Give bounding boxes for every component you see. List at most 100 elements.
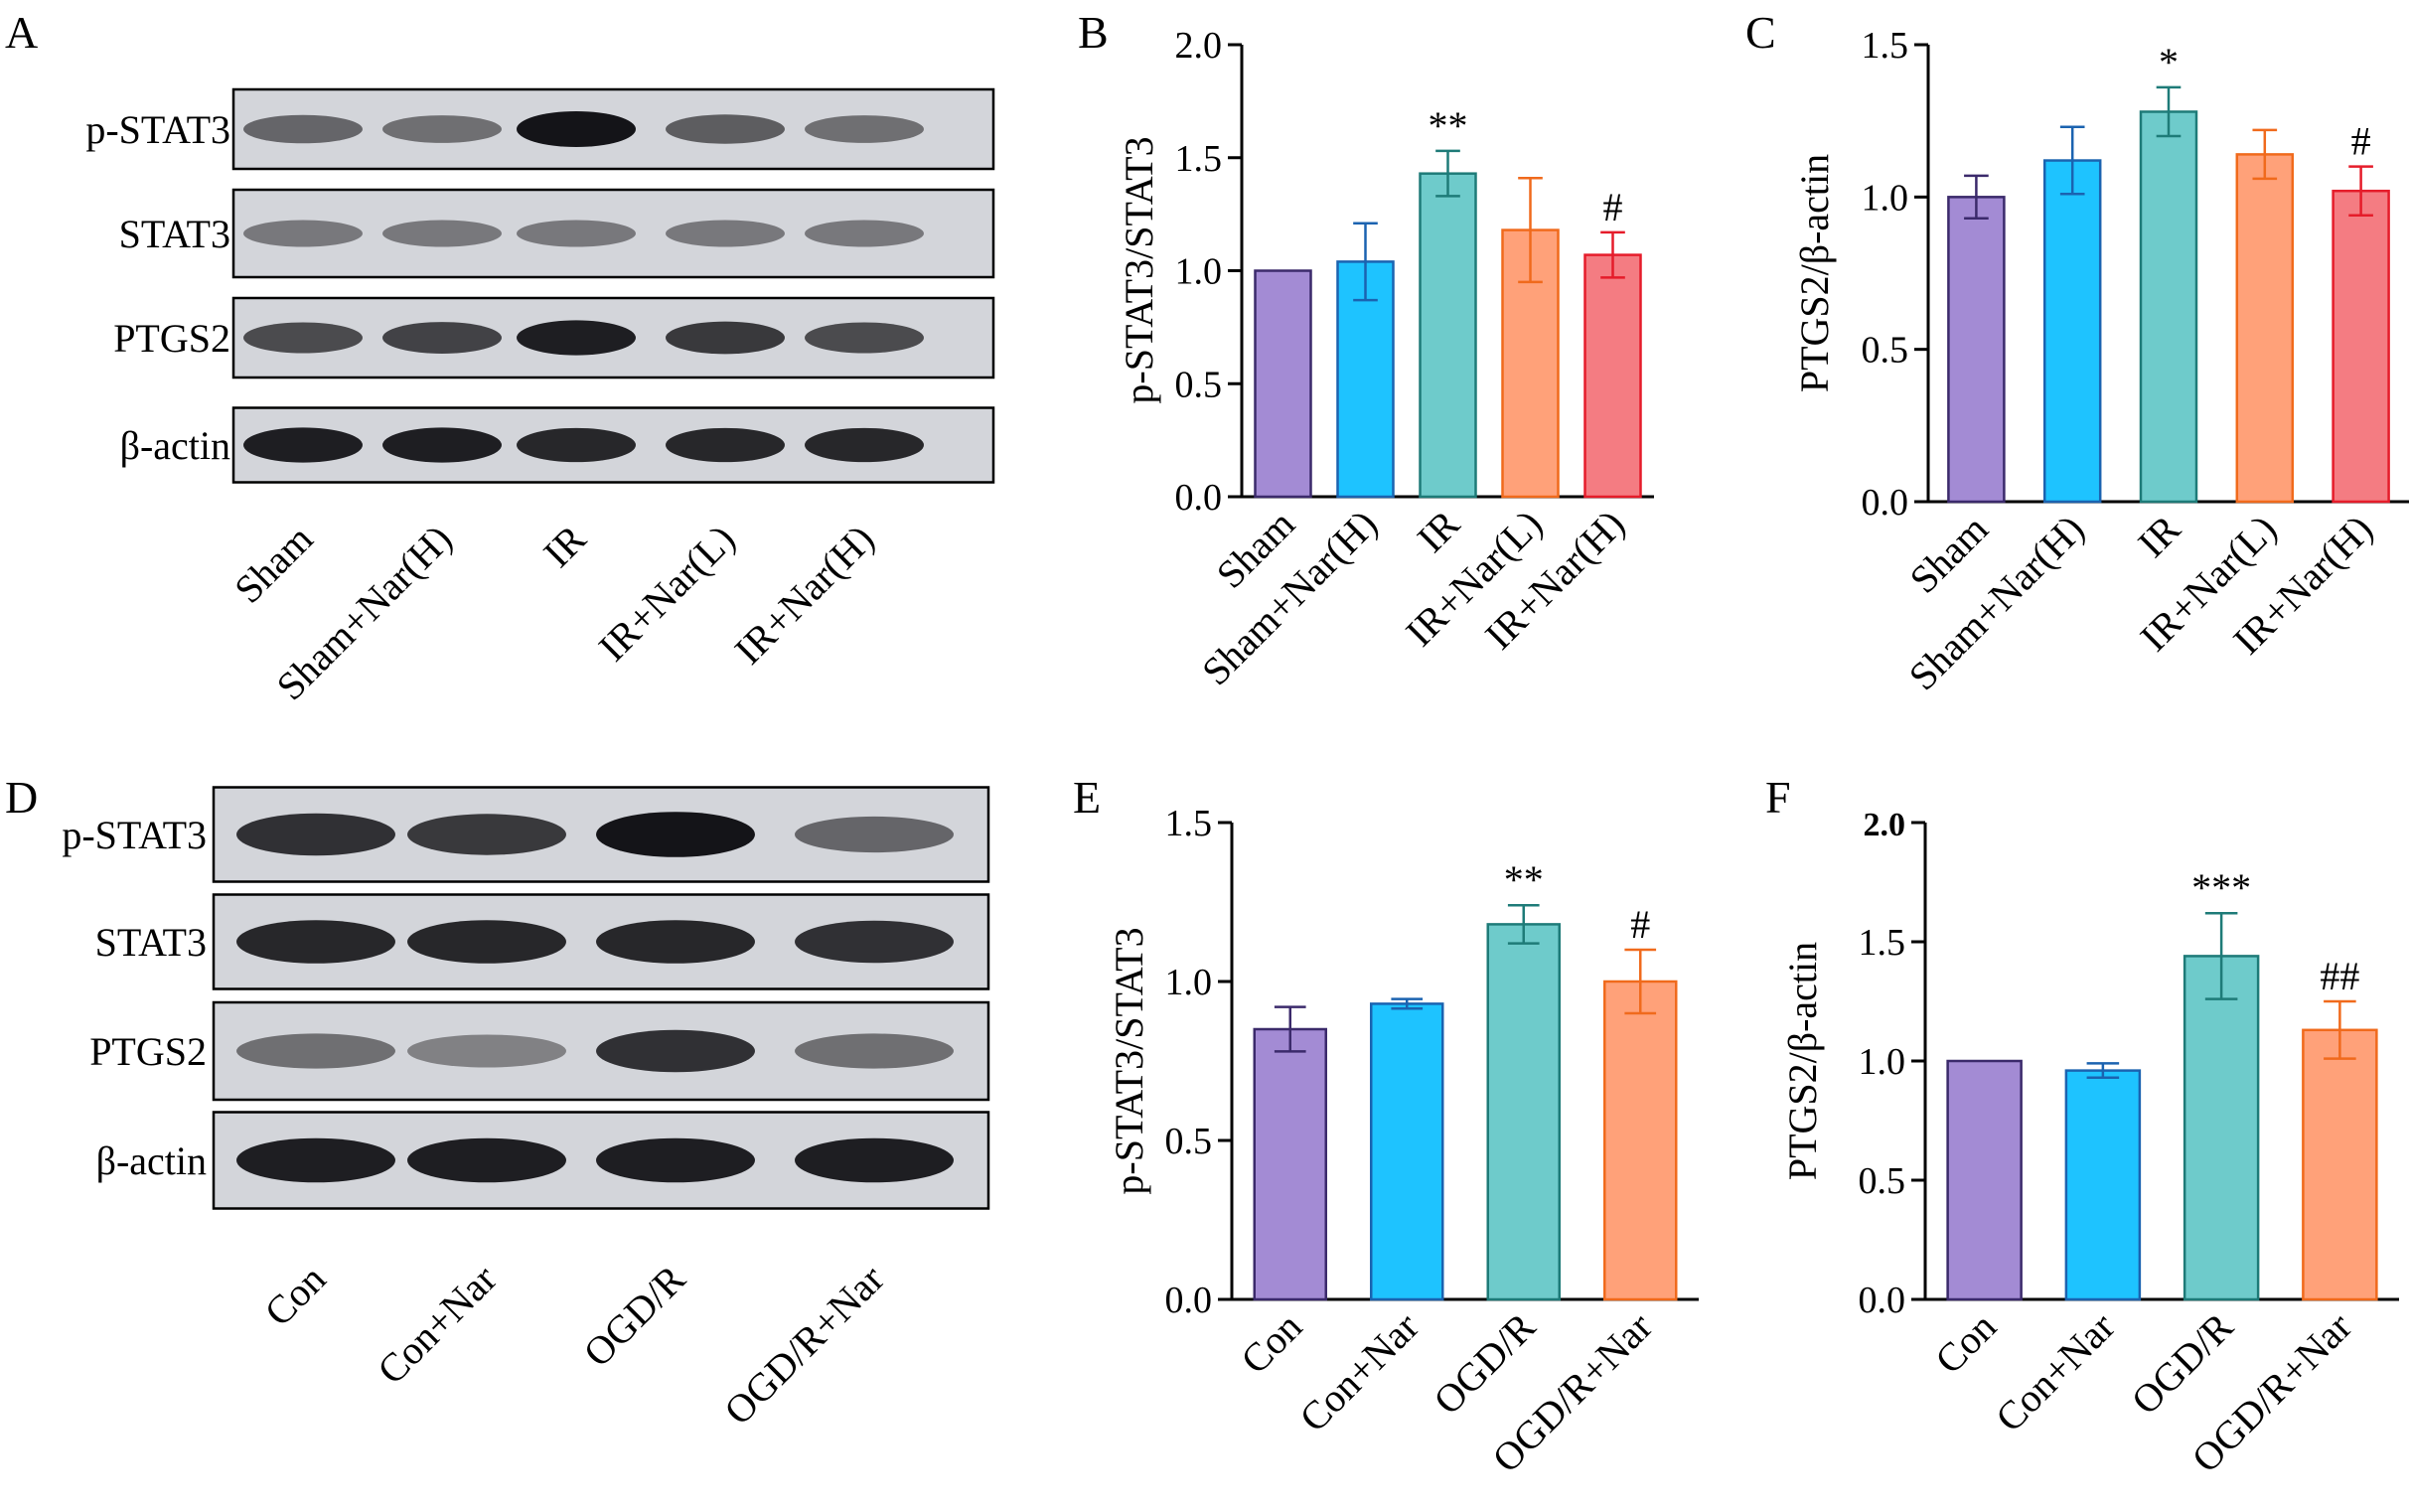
protein-band [795, 1137, 954, 1183]
protein-band [517, 320, 636, 356]
protein-band [382, 220, 502, 247]
x-tick-label: Con [1232, 1304, 1310, 1383]
blot-row-label: β-actin [96, 1138, 207, 1183]
y-tick-label: 1.0 [1859, 1041, 1906, 1083]
y-axis-label: p-STAT3/STAT3 [1117, 136, 1161, 403]
protein-band [236, 1033, 395, 1069]
bar [1370, 1002, 1444, 1301]
y-tick-label: 0.0 [1862, 482, 1909, 524]
protein-band [517, 220, 636, 247]
panel-letter-d: D [5, 772, 38, 823]
y-tick-label: 1.0 [1165, 962, 1213, 1003]
blot-row-label: p-STAT3 [62, 813, 207, 857]
blot-row-label: β-actin [120, 423, 230, 468]
y-tick-label: 1.5 [1165, 803, 1213, 844]
protein-band [236, 813, 395, 856]
y-tick-label: 0.5 [1175, 364, 1223, 405]
x-tick-label: Sham+Nar(H) [1900, 507, 2093, 699]
x-tick-label: Con [1926, 1304, 2005, 1383]
bar [1946, 1059, 2023, 1301]
y-tick-label: 1.0 [1862, 177, 1909, 219]
bar [2183, 955, 2260, 1301]
protein-band [805, 220, 924, 247]
bar [1603, 980, 1678, 1301]
bar [1253, 1027, 1327, 1301]
bar [2235, 153, 2295, 504]
protein-band [666, 427, 785, 463]
blot-row-label: STAT3 [119, 212, 230, 256]
y-axis-label: PTGS2/β-actin [1792, 154, 1837, 392]
protein-band [382, 322, 502, 354]
y-tick-label: 0.5 [1862, 330, 1909, 372]
blot-row-label: PTGS2 [89, 1029, 207, 1074]
blot-strip [212, 786, 990, 883]
bar [2302, 1028, 2378, 1301]
blot-lane-label: IR+Nar(L) [590, 517, 744, 671]
significance-label: ** [1504, 857, 1544, 902]
blot-lane-label: IR+Nar(H) [726, 517, 883, 674]
protein-band [382, 115, 502, 143]
y-tick-label: 2.0 [1175, 25, 1223, 67]
protein-band [407, 814, 566, 855]
blot-strip [231, 188, 995, 279]
y-axis-label: p-STAT3/STAT3 [1107, 927, 1151, 1194]
panel-letter-c: C [1745, 7, 1776, 58]
protein-band [666, 220, 785, 247]
blot-strip [231, 296, 995, 379]
protein-band [805, 427, 924, 463]
y-tick-label: 0.0 [1175, 477, 1223, 519]
bar [1583, 253, 1642, 499]
protein-band [666, 114, 785, 144]
protein-band [596, 1029, 755, 1073]
bar [2064, 1069, 2142, 1301]
blot-lane-label: OGD/R [575, 1256, 694, 1375]
significance-label: ## [2320, 954, 2359, 998]
significance-label: ** [1429, 103, 1468, 148]
significance-label: # [2351, 119, 2371, 164]
y-tick-label: 1.0 [1175, 251, 1223, 293]
protein-band [795, 1033, 954, 1069]
protein-band [596, 812, 755, 857]
protein-band [243, 427, 363, 463]
significance-label: * [2159, 40, 2179, 84]
western-blot-d: p-STAT3 STAT3 PTGS2 β-actin Con Con+Nar OGD/R O… [62, 786, 990, 1434]
protein-band [795, 920, 954, 964]
blot-lane-label: IR [534, 516, 594, 575]
y-tick-label: 2.0 [1864, 807, 1906, 843]
y-tick-label: 0.0 [1165, 1280, 1213, 1321]
protein-band [795, 816, 954, 853]
y-tick-label: 1.5 [1862, 25, 1909, 67]
protein-band [596, 1137, 755, 1183]
panel-letter-e: E [1073, 772, 1101, 823]
x-tick-label: IR [2129, 506, 2188, 565]
protein-band [407, 920, 566, 964]
x-tick-label: Con+Nar [1290, 1304, 1427, 1440]
y-tick-label: 0.5 [1859, 1160, 1906, 1202]
bar-chart-b: 0.00.51.01.52.0p-STAT3/STAT3ShamSham+Nar… [1117, 25, 1654, 693]
protein-band [596, 920, 755, 964]
protein-band [666, 321, 785, 355]
protein-band [407, 1137, 566, 1183]
protein-band [243, 114, 363, 144]
protein-band [805, 115, 924, 143]
blot-strip [212, 1111, 990, 1210]
blot-strip [231, 406, 995, 484]
blot-strip [212, 1000, 990, 1102]
x-tick-label: IR [1409, 501, 1468, 560]
x-tick-label: OGD/R [2123, 1303, 2242, 1423]
panel-letter-f: F [1765, 772, 1791, 823]
bar [1486, 923, 1561, 1301]
y-tick-label: 1.5 [1175, 138, 1223, 180]
x-tick-label: OGD/R [1425, 1303, 1544, 1423]
blot-lane-label: Con [255, 1257, 334, 1335]
y-tick-label: 1.5 [1859, 922, 1906, 964]
blot-strip [212, 893, 990, 990]
bar [2139, 110, 2198, 504]
significance-label: # [1603, 185, 1623, 229]
protein-band [243, 220, 363, 247]
y-axis-label: PTGS2/β-actin [1780, 942, 1825, 1180]
